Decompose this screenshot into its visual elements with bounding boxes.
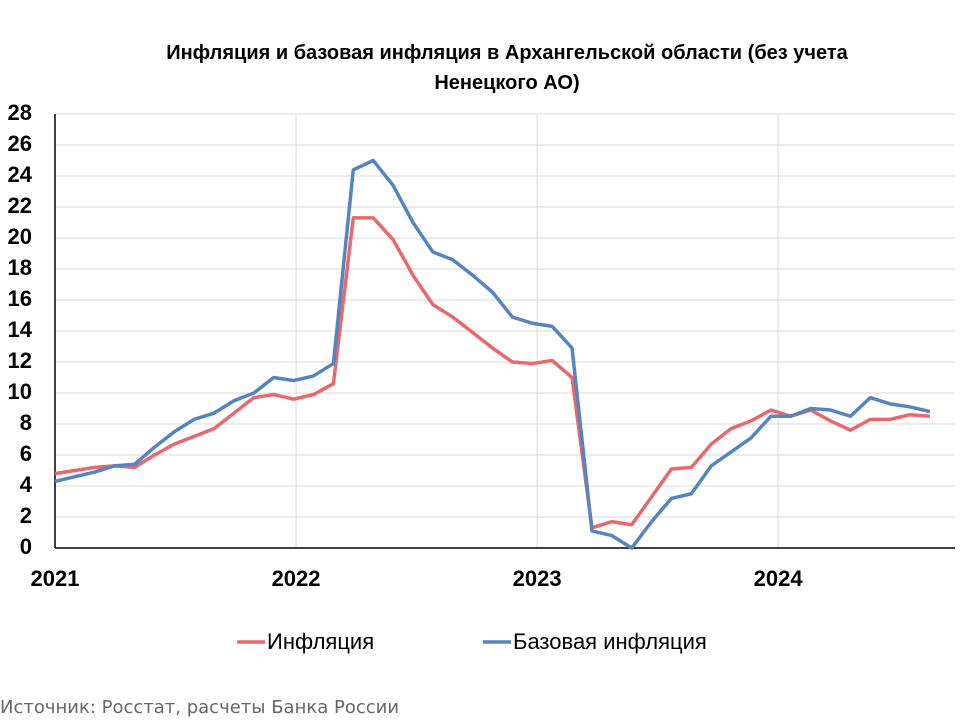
line-series: [54, 158, 931, 550]
y-tick-label: 18: [8, 255, 32, 280]
y-tick-label: 20: [8, 224, 32, 249]
y-tick-label: 14: [8, 317, 33, 342]
source-note: Источник: Росстат, расчеты Банка России: [0, 697, 400, 718]
y-tick-label: 28: [8, 100, 32, 125]
x-tick-label: 2024: [754, 566, 804, 591]
line-series: [54, 216, 931, 530]
y-tick-label: 24: [8, 162, 33, 187]
y-tick-label: 4: [20, 472, 33, 497]
y-tick-label: 0: [20, 534, 32, 559]
y-tick-label: 2: [20, 503, 32, 528]
y-tick-label: 26: [8, 131, 32, 156]
chart-title: Инфляция и базовая инфляция в Архангельс…: [166, 42, 848, 94]
y-tick-label: 6: [20, 441, 32, 466]
y-tick-label: 8: [20, 410, 32, 435]
x-tick-label: 2023: [513, 566, 562, 591]
y-tick-label: 12: [8, 348, 32, 373]
y-tick-label: 22: [8, 193, 32, 218]
x-tick-label: 2022: [272, 566, 321, 591]
legend-label: Инфляция: [267, 629, 374, 654]
y-tick-label: 10: [8, 379, 32, 404]
y-tick-label: 16: [8, 286, 32, 311]
x-tick-label: 2021: [31, 566, 80, 591]
legend-label: Базовая инфляция: [513, 629, 707, 654]
